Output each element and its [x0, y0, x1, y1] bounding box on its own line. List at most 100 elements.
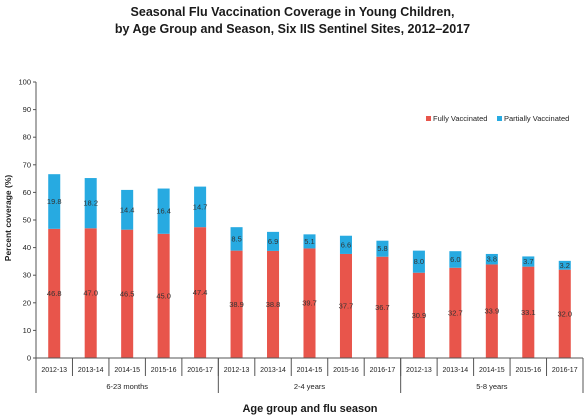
x-tick-label: 2012-13 — [41, 367, 67, 374]
bar-partially-vaccinated — [485, 253, 498, 265]
data-label-partially: 3.8 — [487, 255, 497, 264]
data-label-fully: 47.0 — [83, 289, 98, 298]
bar-fully-vaccinated — [376, 256, 389, 358]
group-label: 2-4 years — [294, 382, 326, 391]
legend-swatch — [426, 116, 431, 121]
data-label-partially: 3.2 — [560, 261, 570, 270]
bar-partially-vaccinated — [558, 260, 571, 270]
data-label-fully: 46.5 — [120, 289, 135, 298]
y-tick-label: 90 — [23, 105, 31, 114]
y-tick-label: 70 — [23, 160, 31, 169]
data-label-partially: 6.0 — [450, 255, 460, 264]
bar-fully-vaccinated — [230, 250, 243, 358]
bar-partially-vaccinated — [412, 250, 425, 273]
chart-axes: 0 10 20 30 40 50 60 70 80 90 100 — [18, 78, 37, 363]
bar-fully-vaccinated — [267, 250, 280, 358]
data-label-partially: 14.7 — [193, 202, 208, 211]
data-label-partially: 16.4 — [156, 207, 171, 216]
data-label-partially: 8.5 — [231, 234, 241, 243]
legend-label: Fully Vaccinated — [433, 114, 487, 123]
bar-partially-vaccinated — [84, 178, 97, 229]
data-label-partially: 6.9 — [268, 237, 278, 246]
legend-swatch — [497, 116, 502, 121]
x-tick-label: 2015-16 — [151, 367, 177, 374]
bar-partially-vaccinated — [157, 188, 170, 234]
x-tick-label: 2015-16 — [515, 367, 541, 374]
bar-fully-vaccinated — [84, 228, 97, 358]
group-label: 5-8 years — [476, 382, 508, 391]
bar-fully-vaccinated — [303, 248, 316, 358]
data-label-fully: 38.9 — [229, 300, 244, 309]
chart-bars: 46.8 19.8 47.0 18.2 46.5 14.4 45.0 16.4 47.4 14.7… — [47, 174, 572, 358]
chart-title: Seasonal Flu Vaccination Coverage in You… — [0, 4, 585, 38]
y-tick-label: 30 — [23, 271, 31, 280]
chart-title-line-2: by Age Group and Season, Six IIS Sentine… — [114, 22, 471, 36]
x-tick-label: 2016-17 — [370, 367, 396, 374]
x-tick-label: 2013-14 — [78, 367, 104, 374]
y-tick-label: 80 — [23, 133, 31, 142]
y-tick-label: 0 — [27, 354, 31, 363]
bar-fully-vaccinated — [48, 228, 61, 358]
bar-fully-vaccinated — [121, 229, 134, 358]
x-tick-label: 2014-15 — [479, 367, 505, 374]
bar-partially-vaccinated — [230, 227, 243, 251]
bar-partially-vaccinated — [194, 186, 207, 228]
bar-partially-vaccinated — [303, 234, 316, 249]
data-label-fully: 37.7 — [339, 301, 354, 310]
bar-fully-vaccinated — [194, 227, 207, 358]
data-label-fully: 46.8 — [47, 289, 62, 298]
x-tick-label: 2016-17 — [187, 367, 213, 374]
x-tick-label: 2013-14 — [260, 367, 286, 374]
y-tick-label: 50 — [23, 216, 31, 225]
chart-title-line-1: Seasonal Flu Vaccination Coverage in You… — [130, 5, 455, 19]
group-label: 6-23 months — [106, 382, 148, 391]
data-label-partially: 14.4 — [120, 205, 135, 214]
bar-fully-vaccinated — [449, 267, 462, 358]
x-tick-label: 2014-15 — [297, 367, 323, 374]
bar-partially-vaccinated — [267, 231, 280, 251]
x-axis: 2012-13 2013-14 2014-15 2015-16 2016-17 2012-… — [35, 357, 584, 393]
data-label-fully: 32.7 — [448, 308, 463, 317]
bar-fully-vaccinated — [157, 233, 170, 358]
bar-fully-vaccinated — [339, 253, 352, 358]
bar-partially-vaccinated — [449, 251, 462, 268]
bar-partially-vaccinated — [48, 174, 61, 229]
y-tick-label: 100 — [18, 78, 31, 87]
data-label-partially: 18.2 — [83, 199, 98, 208]
data-label-partially: 6.6 — [341, 240, 351, 249]
y-tick-label: 40 — [23, 243, 31, 252]
data-label-fully: 32.0 — [557, 309, 572, 318]
bar-fully-vaccinated — [412, 272, 425, 358]
x-tick-label: 2016-17 — [552, 367, 578, 374]
legend-label: Partially Vaccinated — [504, 114, 569, 123]
x-tick-label: 2015-16 — [333, 367, 359, 374]
data-label-fully: 47.4 — [193, 288, 208, 297]
data-label-partially: 5.8 — [377, 244, 387, 253]
x-tick-label: 2014-15 — [114, 367, 140, 374]
data-label-fully: 30.9 — [412, 311, 427, 320]
x-axis-label: Age group and flu season — [242, 403, 377, 415]
data-label-fully: 33.9 — [485, 307, 500, 316]
data-label-fully: 39.7 — [302, 299, 317, 308]
data-label-partially: 8.0 — [414, 257, 424, 266]
data-label-fully: 36.7 — [375, 303, 390, 312]
data-label-fully: 38.8 — [266, 300, 281, 309]
bar-partially-vaccinated — [339, 235, 352, 254]
x-tick-label: 2012-13 — [224, 367, 250, 374]
data-label-fully: 33.1 — [521, 308, 536, 317]
bar-fully-vaccinated — [485, 264, 498, 358]
bar-partially-vaccinated — [376, 240, 389, 257]
bar-partially-vaccinated — [121, 189, 134, 230]
bar-partially-vaccinated — [522, 256, 535, 267]
bar-fully-vaccinated — [558, 269, 571, 358]
data-label-partially: 19.8 — [47, 197, 62, 206]
y-tick-label: 60 — [23, 188, 31, 197]
y-axis-label: Percent coverage (%) — [3, 175, 13, 262]
bar-fully-vaccinated — [522, 266, 535, 358]
data-label-partially: 5.1 — [304, 237, 314, 246]
y-tick-label: 20 — [23, 298, 31, 307]
x-tick-label: 2013-14 — [443, 367, 469, 374]
data-label-partially: 3.7 — [523, 257, 533, 266]
data-label-fully: 45.0 — [156, 291, 171, 300]
